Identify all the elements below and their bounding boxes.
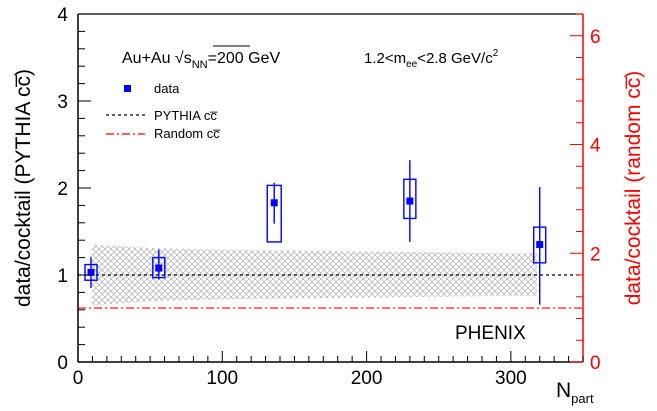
x-axis-title: Npart [556,379,594,406]
legend-data-marker [124,85,131,92]
data-point-2-marker [155,264,163,272]
x-tick-label: 100 [206,368,238,389]
data-point-4-marker [406,197,414,205]
left-y-tick-label: 3 [57,92,68,113]
legend-data-label: data [154,81,180,96]
mass-range-label: 1.2<mee<2.8 GeV/c2 [364,48,499,70]
legend-random-label: Random cc̅ [154,126,221,141]
collision-system-label: Au+Au √sNN=200 GeV [122,50,280,71]
data-points [84,160,547,305]
right-y-tick-label: 4 [590,136,601,157]
right-y-tick-label: 6 [590,27,601,48]
right-y-tick-label: 0 [590,353,601,374]
left-y-tick-label: 2 [57,179,68,200]
left-y-tick-label: 0 [57,353,68,374]
right-axis-title: data/cocktail (random cc̅) [622,71,645,306]
left-axis-title: data/cocktail (PYTHIA cc̅) [12,69,35,307]
x-tick-label: 300 [495,368,527,389]
data-point-3-marker [270,199,278,207]
axis-ticks: 0 100 200 300 0 1 2 3 4 0 2 4 6 [57,5,601,389]
data-point-5-marker [536,241,544,249]
x-tick-label: 0 [73,368,84,389]
left-y-tick-label: 1 [57,266,68,287]
left-y-tick-label: 4 [57,5,68,26]
phenix-label: PHENIX [455,323,526,344]
legend: data PYTHIA cc̅ Random cc̅ [106,81,221,141]
legend-pythia-label: PYTHIA cc̅ [154,108,218,123]
right-y-tick-label: 2 [590,244,601,265]
data-point-1-marker [87,268,95,276]
x-tick-label: 200 [351,368,383,389]
